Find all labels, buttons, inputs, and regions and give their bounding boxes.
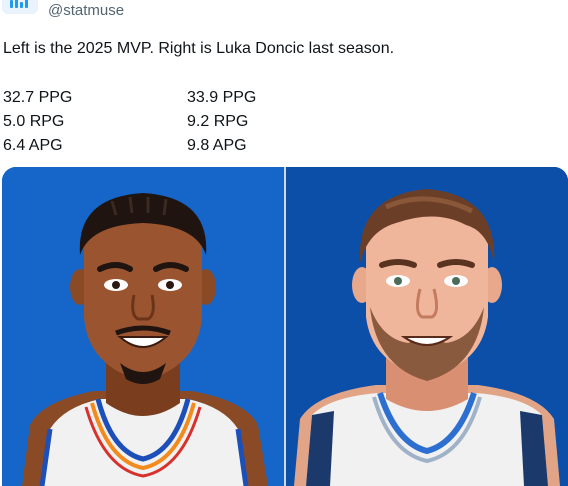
statmuse-logo-icon[interactable] [2,0,38,14]
stat-line: 9.2 RPG [187,113,249,130]
stat-line: 9.8 APG [187,137,247,154]
account-handle[interactable]: @statmuse [48,2,125,19]
player-illustration-left[interactable] [2,167,284,486]
stat-line: 33.9 PPG [187,89,257,106]
player-left-svg [2,167,284,486]
stat-line: 6.4 APG [3,137,63,154]
player-illustration-right[interactable] [286,167,568,486]
stat-line: 5.0 RPG [3,113,65,130]
tweet-header: @statmuse [0,0,568,24]
stat-line: 32.7 PPG [3,89,73,106]
player-right-svg [286,167,568,486]
tweet-media[interactable] [2,167,568,486]
stats-right: 33.9 PPG 9.2 RPG 9.8 APG [187,86,256,158]
stats-left: 32.7 PPG 5.0 RPG 6.4 APG [3,86,72,158]
tweet-text: Left is the 2025 MVP. Right is Luka Donc… [3,40,395,57]
